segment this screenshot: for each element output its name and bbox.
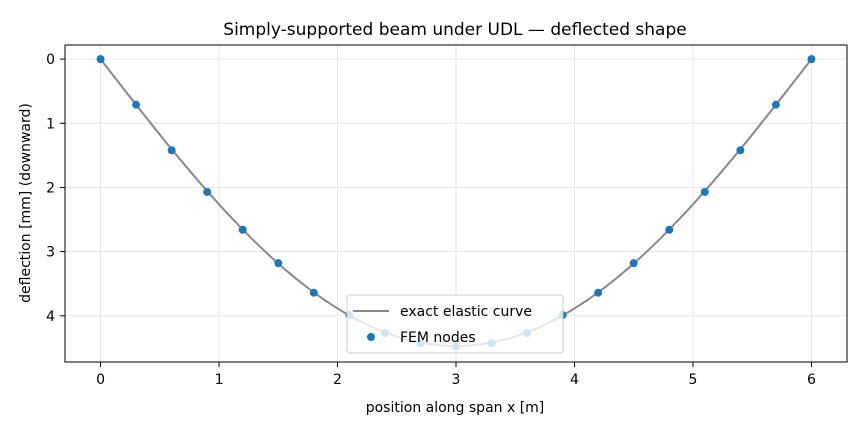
fem-node-point: [274, 259, 283, 268]
legend-marker-swatch: [367, 333, 375, 341]
axis-ticks: 0 1 2 3 4 5 6 0 1 2 3 4: [46, 52, 816, 388]
fem-node-point: [629, 259, 638, 268]
fem-node-point: [238, 225, 247, 234]
x-axis-label: position along span x [m]: [366, 400, 545, 416]
fem-node-point: [736, 146, 745, 155]
legend-box: [346, 294, 564, 354]
legend: exact elastic curve FEM nodes: [346, 294, 564, 354]
legend-label-exact-curve: exact elastic curve: [400, 304, 532, 320]
fem-node-point: [807, 55, 816, 64]
chart-title: Simply-supported beam under UDL — deflec…: [223, 20, 686, 40]
fem-node-point: [771, 100, 780, 109]
x-tick-label: 4: [570, 372, 579, 388]
fem-node-point: [167, 146, 176, 155]
fem-node-point: [203, 187, 212, 196]
fem-node-point: [700, 187, 709, 196]
fem-node-point: [96, 55, 105, 64]
fem-node-point: [665, 225, 674, 234]
points-layer: [96, 55, 816, 351]
y-tick-label: 4: [46, 309, 55, 325]
y-tick-label: 1: [46, 116, 55, 132]
x-tick-label: 2: [333, 372, 342, 388]
x-tick-label: 3: [452, 372, 461, 388]
y-tick-label: 3: [46, 245, 55, 261]
x-tick-label: 1: [215, 372, 224, 388]
y-tick-label: 2: [46, 180, 55, 196]
x-tick-label: 6: [807, 372, 816, 388]
fem-node-point: [132, 100, 141, 109]
x-tick-label: 0: [96, 372, 105, 388]
legend-label-fem-nodes: FEM nodes: [400, 330, 476, 346]
fem-node-point: [594, 288, 603, 297]
fem-node-point: [309, 288, 318, 297]
y-tick-label: 0: [46, 52, 55, 68]
x-tick-label: 5: [689, 372, 698, 388]
y-axis-label: deflection [mm] (downward): [18, 103, 34, 303]
